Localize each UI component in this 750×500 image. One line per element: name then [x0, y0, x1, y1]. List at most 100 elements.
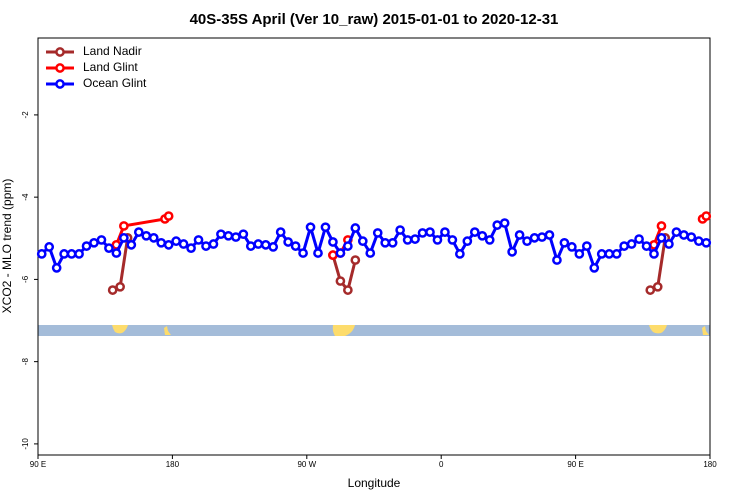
point: [96, 235, 107, 245]
point: [119, 221, 129, 231]
point: [402, 235, 413, 245]
point: [574, 249, 585, 259]
land: [332, 325, 355, 336]
point: [645, 285, 656, 295]
point: [36, 249, 47, 259]
point: [133, 227, 144, 237]
point: [343, 285, 353, 295]
point: [634, 234, 644, 244]
point: [469, 227, 480, 237]
point: [111, 248, 122, 258]
point: [305, 222, 316, 233]
legend-label: Ocean Glint: [83, 76, 147, 90]
point: [268, 242, 279, 252]
point: [283, 237, 293, 247]
point: [148, 233, 159, 243]
point: [664, 239, 674, 249]
y-tick-label: -8: [21, 358, 30, 366]
land: [164, 326, 171, 335]
point: [499, 218, 510, 228]
point: [74, 249, 84, 259]
x-axis-label: Longitude: [348, 476, 401, 490]
y-tick-label: -2: [21, 111, 30, 119]
point: [641, 241, 652, 251]
point: [328, 237, 338, 247]
point: [275, 227, 286, 237]
point: [596, 249, 607, 259]
legend-label: Land Glint: [83, 60, 138, 74]
legend-marker: [55, 79, 65, 89]
x-tick-label: 180: [703, 460, 717, 469]
point: [693, 236, 704, 247]
point: [163, 211, 174, 221]
chart-title: 40S-35S April (Ver 10_raw) 2015-01-01 to…: [190, 11, 559, 28]
point: [350, 255, 361, 265]
point: [350, 223, 361, 233]
point: [216, 229, 226, 240]
point: [507, 246, 517, 257]
point: [649, 249, 659, 259]
point: [559, 237, 570, 248]
x-tick-label: 90 E: [30, 460, 46, 469]
point: [298, 248, 308, 258]
point: [245, 241, 256, 251]
point: [372, 228, 383, 238]
point: [89, 237, 99, 248]
point: [81, 241, 92, 251]
land: [112, 325, 128, 334]
point: [410, 234, 420, 244]
land: [702, 326, 709, 335]
point: [581, 241, 592, 251]
point: [701, 237, 712, 248]
land: [649, 325, 667, 334]
point: [51, 263, 62, 273]
point: [335, 248, 346, 258]
point: [514, 230, 525, 240]
point: [462, 236, 473, 247]
point: [656, 233, 667, 243]
legend-marker: [55, 47, 65, 57]
point: [387, 237, 398, 248]
point: [492, 220, 503, 230]
point: [313, 248, 323, 258]
point: [522, 236, 532, 247]
point: [260, 240, 271, 250]
point: [529, 233, 540, 243]
point: [455, 249, 465, 259]
point: [44, 242, 55, 252]
point: [208, 239, 219, 249]
point: [652, 281, 663, 292]
y-tick-label: -6: [21, 275, 30, 283]
point: [380, 237, 391, 248]
point: [66, 249, 77, 259]
point: [104, 243, 114, 253]
point: [701, 211, 712, 221]
point: [335, 276, 346, 286]
point: [425, 227, 435, 237]
map-strip: [38, 325, 710, 336]
point: [193, 235, 204, 245]
point: [126, 240, 137, 250]
point: [537, 232, 547, 242]
point: [357, 236, 368, 247]
point: [320, 222, 331, 233]
point: [119, 233, 129, 243]
point: [343, 241, 353, 251]
y-tick-label: -10: [21, 438, 30, 450]
point: [552, 255, 562, 265]
x-tick-label: 180: [166, 460, 180, 469]
point: [679, 230, 689, 240]
point: [432, 235, 443, 245]
point: [619, 241, 629, 251]
point: [484, 235, 495, 245]
ocean-band: [38, 325, 710, 336]
point: [328, 250, 338, 260]
point: [544, 230, 555, 240]
point: [59, 249, 69, 259]
legend-label: Land Nadir: [83, 44, 142, 58]
point: [290, 241, 301, 251]
point: [171, 236, 181, 247]
plot-frame: [37, 37, 711, 456]
